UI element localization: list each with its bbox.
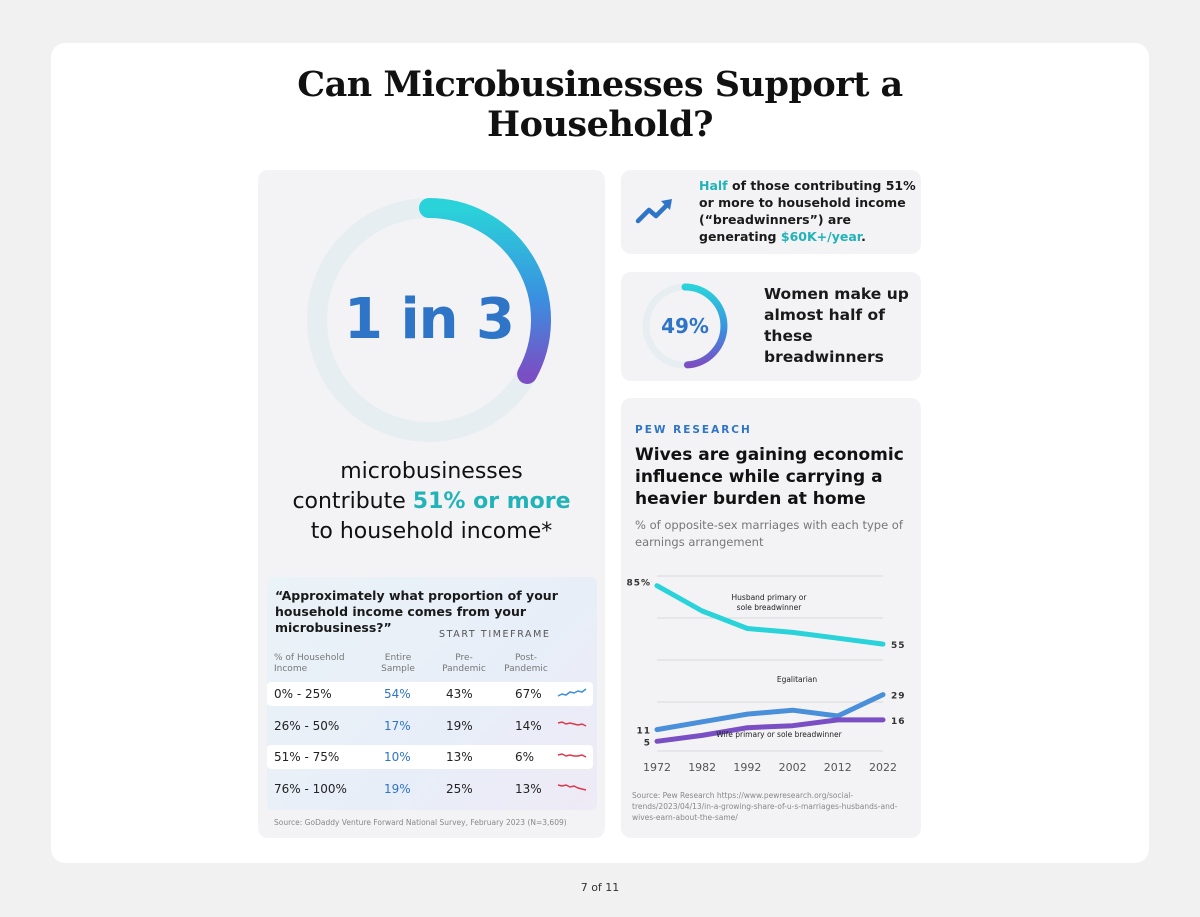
page-number: 7 of 11 <box>580 881 620 894</box>
table-row: 0% - 25% 54% 43% 67% <box>267 682 593 706</box>
col-header-pre: Pre-Pandemic <box>442 653 486 674</box>
series-start-label: 85% <box>626 579 651 589</box>
trend-down-sparkline <box>557 721 587 727</box>
x-tick-label: 2002 <box>779 761 807 774</box>
x-tick-label: 1982 <box>688 761 716 774</box>
hero-card: 1 in 3 microbusinesses contribute 51% or… <box>258 170 605 838</box>
series-name-label: Husband primary or sole breadwinner <box>732 593 808 612</box>
trending-up-icon <box>635 199 672 224</box>
series-name-label: Wife primary or sole breadwinner <box>716 730 842 739</box>
women-text: Women make up almost half of these bread… <box>764 285 909 366</box>
series-end-label: 55 <box>891 641 906 651</box>
hero-ring: 1 in 3 <box>299 190 559 450</box>
series-name-label: Egalitarian <box>777 675 818 684</box>
table-row: 51% - 75% 10% 13% 6% <box>267 745 593 769</box>
timeframe-label: START TIMEFRAME <box>439 629 551 640</box>
series-end-label: 29 <box>891 692 906 702</box>
women-pct: 49% <box>661 314 709 338</box>
table-row: 76% - 100% 19% 25% 13% <box>267 777 593 801</box>
pew-source: Source: Pew Research https://www.pewrese… <box>632 791 898 822</box>
hero-stat: 1 in 3 <box>344 287 515 352</box>
pew-card: PEW RESEARCH Wives are gaining economic … <box>621 398 921 838</box>
hero-caption: microbusinesses contribute 51% or more t… <box>292 459 571 544</box>
x-tick-label: 1972 <box>643 761 671 774</box>
pew-title: Wives are gaining economic influence whi… <box>635 445 904 509</box>
series-line-2 <box>654 717 886 744</box>
breadwinners-text: Half of those contributing 51% or more t… <box>699 178 916 244</box>
women-card: 49% Women make up almost half of these b… <box>621 272 921 381</box>
page-title: Can Microbusinesses Support a Household? <box>297 64 903 145</box>
trend-down-sparkline <box>557 784 587 791</box>
pew-kicker: PEW RESEARCH <box>635 424 752 436</box>
breadwinners-card: Half of those contributing 51% or more t… <box>621 170 921 254</box>
series-line-0 <box>654 583 886 647</box>
survey-table: “Approximately what proportion of your h… <box>267 577 597 810</box>
table-row: 26% - 50% 17% 19% 14% <box>267 714 593 738</box>
ring-progress <box>419 198 551 384</box>
hero-ring-graphic <box>307 198 551 442</box>
trend-down-sparkline <box>557 753 587 758</box>
pew-line-chart: 1972 1982 1992 2002 2012 2022 85% 55 Husband pri… <box>626 575 906 774</box>
pew-subtitle: % of opposite-sex marriages with each ty… <box>635 518 903 549</box>
series-start-label: 11 <box>636 727 651 737</box>
trend-up-sparkline <box>557 688 587 697</box>
x-tick-label: 1992 <box>733 761 761 774</box>
series-start-label: 5 <box>644 738 651 748</box>
slide: Can Microbusinesses Support a Household?… <box>51 43 1149 863</box>
x-tick-label: 2012 <box>824 761 852 774</box>
survey-source: Source: GoDaddy Venture Forward National… <box>274 818 567 827</box>
col-header-income: % of Household Income <box>274 653 345 674</box>
women-ring-progress <box>681 283 728 369</box>
survey-question: “Approximately what proportion of your h… <box>275 588 558 635</box>
x-tick-label: 2022 <box>869 761 897 774</box>
col-header-entire: Entire Sample <box>381 653 415 674</box>
col-header-post: Post-Pandemic <box>504 653 548 674</box>
series-line-1 <box>654 692 886 733</box>
women-ring <box>642 283 728 369</box>
series-end-label: 16 <box>891 717 906 727</box>
